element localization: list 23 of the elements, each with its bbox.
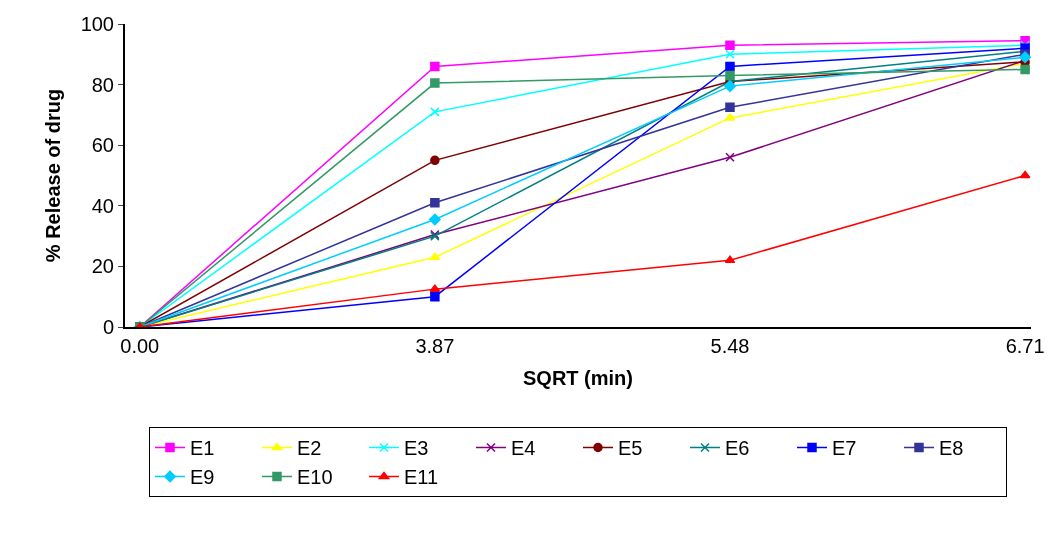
legend-label: E8 [939,437,964,460]
x-tick-label: 0.00 [120,335,160,357]
y-tick-label: 80 [91,73,114,96]
x-tick-label: 6.71 [1005,335,1045,357]
y-tick-label: 100 [80,13,114,35]
x-tick-label: 3.87 [415,335,455,357]
legend-label: E6 [725,437,750,460]
legend-label: E4 [511,437,536,460]
legend-label: E1 [190,437,215,460]
y-tick-label: 60 [91,134,114,157]
legend-label: E2 [297,437,322,460]
legend-label: E9 [190,466,215,489]
y-tick-label: 40 [91,194,114,217]
y-axis-title: % Release of drug [41,88,64,263]
legend-label: E5 [618,437,643,460]
x-tick-label: 5.48 [710,335,750,357]
y-tick-label: 20 [91,255,114,278]
legend-label: E10 [297,466,333,489]
x-axis-title: SQRT (min) [523,367,633,389]
legend-label: E3 [404,437,429,460]
y-tick-label: 0 [102,316,114,338]
legend-label: E7 [832,437,857,460]
legend-label: E11 [404,466,439,489]
